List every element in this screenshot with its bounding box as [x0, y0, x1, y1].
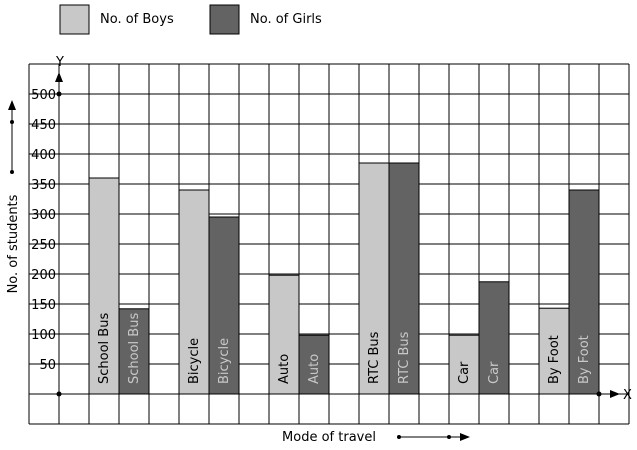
y-tick-label: 50: [39, 358, 56, 373]
y-tick-label: 450: [31, 118, 56, 133]
legend-swatch-girls: [209, 4, 240, 35]
legend-swatch-boys: [59, 4, 90, 35]
y-axis-arrow-icon: [55, 72, 63, 82]
x-axis-end-point: [596, 391, 602, 397]
bar-category-label: By Foot: [547, 335, 562, 384]
origin-point: [56, 391, 62, 397]
y-tick-label: 200: [31, 268, 56, 283]
x-axis-label: Mode of travel: [282, 430, 376, 445]
x-axis-title: Mode of travel: [282, 430, 470, 445]
legend-label-girls: No. of Girls: [250, 12, 322, 27]
y-tick-label: 300: [31, 208, 56, 223]
bar-category-label: Car: [457, 361, 472, 384]
bar-girls: [568, 189, 600, 395]
x-axis-letter: X: [623, 388, 632, 403]
y-axis-label: No. of students: [6, 194, 21, 293]
bar-category-label: RTC Bus: [367, 331, 382, 384]
y-direction-arrow-icon: [8, 100, 16, 174]
bar-category-label: Auto: [277, 354, 292, 384]
bar-boys: [448, 334, 480, 395]
y-axis-letter: Y: [55, 55, 64, 70]
bar-girls: [208, 216, 240, 395]
bar-girls: [478, 281, 510, 395]
y-tick-labels: 50 100 150 200 250 300 350 400 450 500: [31, 88, 59, 373]
bar-girls: [388, 162, 420, 395]
x-axis-arrow-icon: [610, 390, 620, 398]
bars: School Bus School Bus Bicycle Bicycle Auto Au…: [88, 162, 600, 395]
bar-category-label: RTC Bus: [397, 331, 412, 384]
bar-boys: [268, 274, 300, 395]
x-direction-arrow-icon: [397, 433, 470, 441]
bar-category-label: Bicycle: [187, 338, 202, 384]
y-axis-title: No. of students: [6, 100, 21, 293]
legend-label-boys: No. of Boys: [100, 12, 174, 27]
bar-category-label: Auto: [307, 354, 322, 384]
legend: No. of Boys No. of Girls: [59, 4, 322, 35]
y-tick-label: 500: [31, 88, 56, 103]
bar-category-label: School Bus: [97, 313, 112, 384]
y-tick-label: 100: [31, 328, 56, 343]
bar-category-label: School Bus: [127, 313, 142, 384]
bar-category-label: By Foot: [577, 335, 592, 384]
y-tick-label: 250: [31, 238, 56, 253]
bar-category-label: Car: [487, 361, 502, 384]
y-tick-label: 400: [31, 148, 56, 163]
bar-boys: [538, 307, 570, 395]
bar-category-label: Bicycle: [217, 338, 232, 384]
y-tick-label: 150: [31, 298, 56, 313]
bar-girls: [118, 308, 150, 395]
y-tick-label: 350: [31, 178, 56, 193]
bar-boys: [88, 177, 120, 395]
